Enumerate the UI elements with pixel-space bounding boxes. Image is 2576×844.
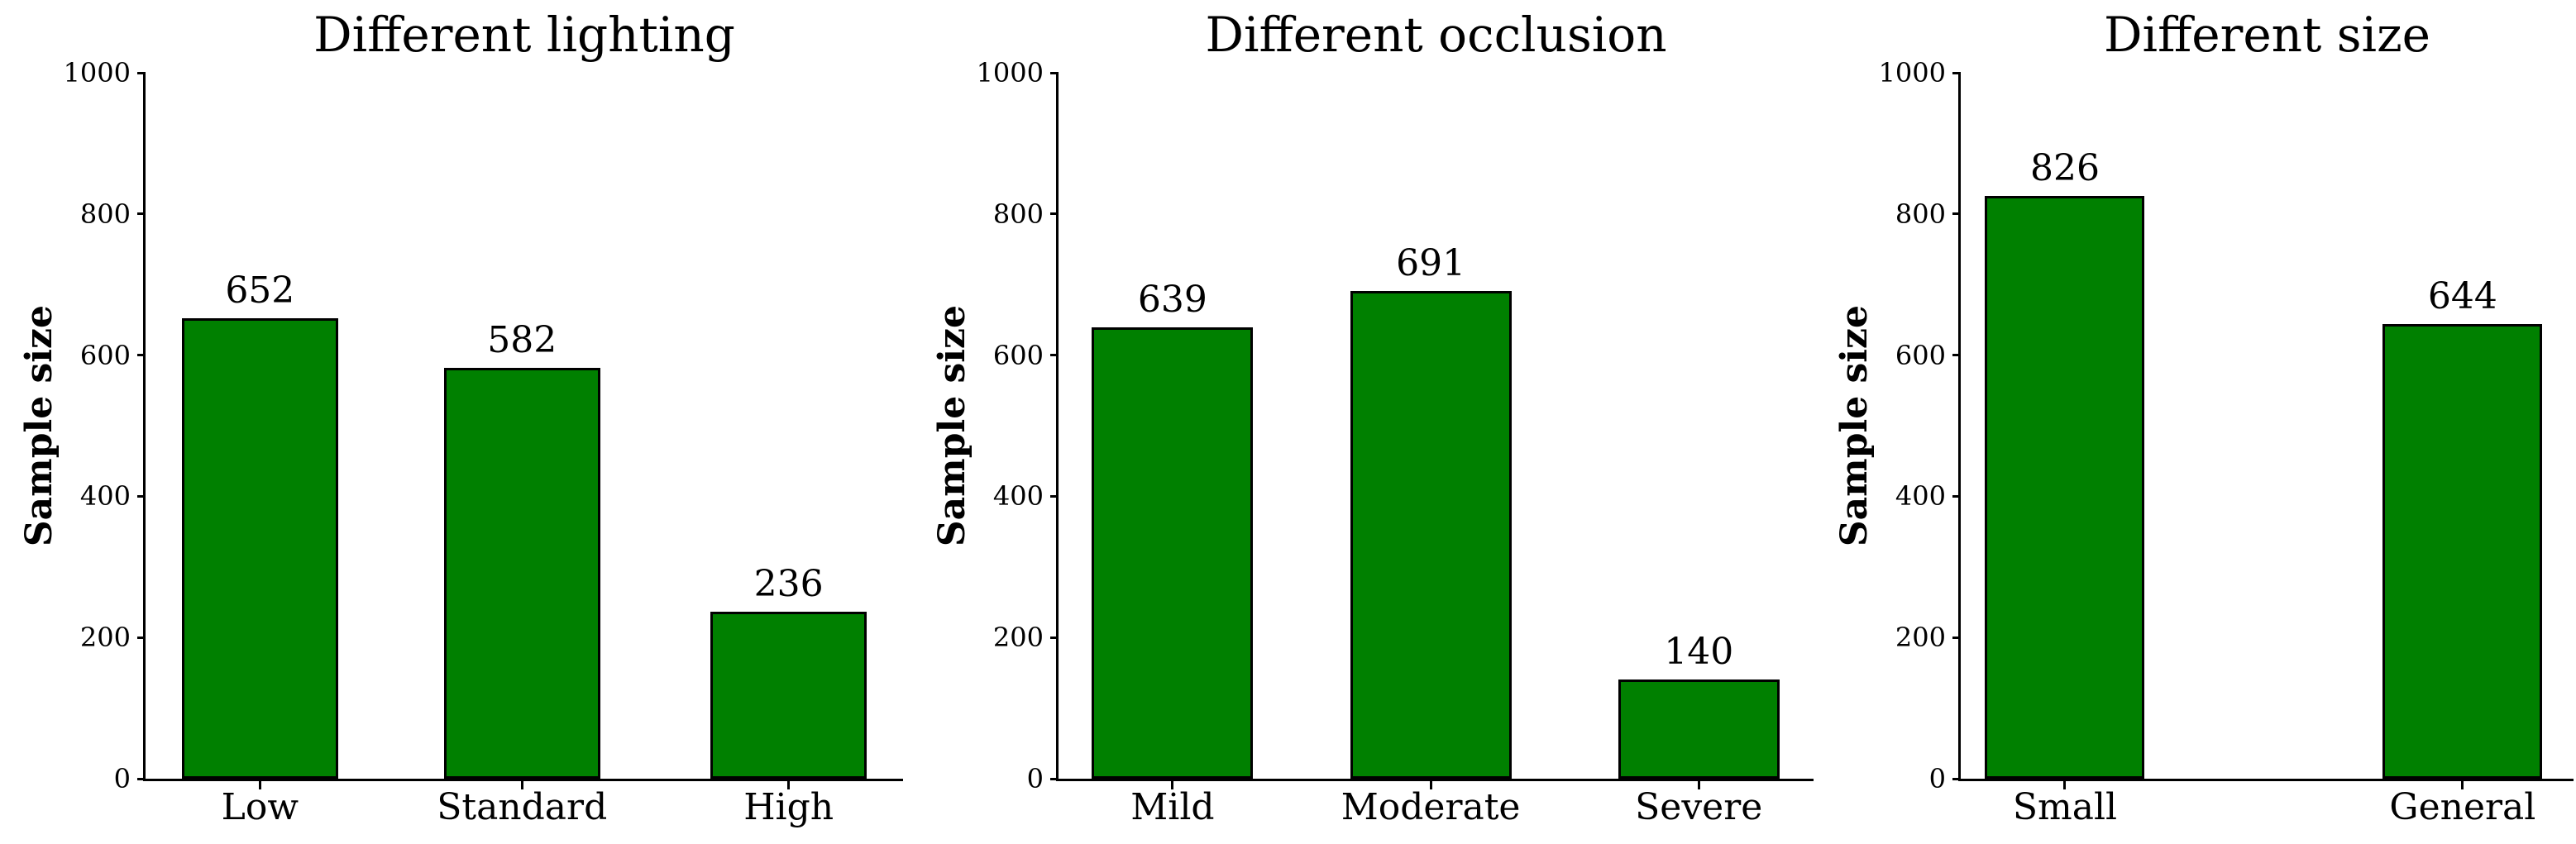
y-tick-label: 1000 xyxy=(1878,57,1946,88)
bar-small xyxy=(1985,195,2145,779)
y-tick-label: 400 xyxy=(1895,480,1946,513)
x-tick-label: High xyxy=(743,786,834,828)
y-tick-mark xyxy=(1952,777,1961,780)
y-tick-mark xyxy=(137,212,146,216)
y-tick-label: 0 xyxy=(1928,763,1946,794)
x-tick-label: General xyxy=(2389,786,2536,828)
y-tick-mark xyxy=(137,636,146,639)
y-tick-label: 400 xyxy=(992,480,1044,513)
y-axis-label-wrap: Sample size xyxy=(18,73,60,779)
bar-general xyxy=(2382,324,2543,779)
y-tick-mark xyxy=(1952,636,1961,639)
y-tick-label: 1000 xyxy=(976,57,1044,88)
bar-value-label: 582 xyxy=(487,318,557,361)
y-tick-label: 800 xyxy=(992,198,1044,230)
x-tick-mark xyxy=(1697,781,1700,789)
bar-standard xyxy=(443,367,600,779)
chart-title: Different occlusion xyxy=(1205,7,1667,63)
bar-value-label: 644 xyxy=(2427,275,2497,318)
chart-title: Different lighting xyxy=(313,7,735,63)
y-tick-mark xyxy=(1952,494,1961,498)
y-tick-mark xyxy=(1952,212,1961,216)
bar-value-label: 639 xyxy=(1137,279,1207,322)
y-tick-mark xyxy=(1952,71,1961,74)
chart-title: Different size xyxy=(2104,7,2430,63)
y-tick-label: 600 xyxy=(992,339,1044,371)
x-tick-label: Small xyxy=(2012,786,2118,828)
y-tick-label: 200 xyxy=(992,622,1044,654)
x-tick-mark xyxy=(258,781,261,789)
y-tick-label: 800 xyxy=(1895,198,1946,230)
bar-value-label: 236 xyxy=(753,563,824,606)
y-tick-label: 800 xyxy=(79,198,131,230)
subplot-occlusion: Different occlusion Sample size 0 200 400 6… xyxy=(931,7,1814,828)
x-tick-label: Severe xyxy=(1635,786,1763,828)
x-tick-label: Mild xyxy=(1130,786,1215,828)
bar-value-label: 140 xyxy=(1664,631,1734,674)
y-tick-mark xyxy=(1050,354,1059,357)
y-tick-mark xyxy=(137,71,146,74)
subplot-lighting: Different lighting Sample size 0 200 400 60… xyxy=(18,7,903,828)
y-tick-label: 0 xyxy=(113,763,131,794)
bar-high xyxy=(710,612,867,779)
x-tick-mark xyxy=(787,781,791,789)
bar-mild xyxy=(1092,327,1254,779)
y-tick-mark xyxy=(137,494,146,498)
bar-value-label: 691 xyxy=(1396,241,1466,284)
bar-value-label: 652 xyxy=(225,269,295,312)
x-tick-mark xyxy=(1171,781,1174,789)
y-tick-label: 400 xyxy=(79,480,131,513)
bar-low xyxy=(181,318,338,779)
x-tick-mark xyxy=(2063,781,2067,789)
y-tick-mark xyxy=(137,777,146,780)
x-tick-label: Low xyxy=(221,786,299,828)
y-tick-label: 600 xyxy=(79,339,131,371)
y-tick-mark xyxy=(137,354,146,357)
bar-value-label: 826 xyxy=(2029,146,2100,189)
bar-moderate xyxy=(1350,290,1512,779)
y-tick-label: 600 xyxy=(1895,339,1946,371)
y-axis-label-wrap: Sample size xyxy=(931,73,973,779)
x-tick-label: Standard xyxy=(437,786,608,828)
y-axis-label-wrap: Sample size xyxy=(1833,73,1876,779)
y-tick-label: 200 xyxy=(79,622,131,654)
y-tick-label: 1000 xyxy=(63,57,131,88)
bar-severe xyxy=(1618,679,1780,779)
subplot-size: Different size Sample size 0 200 400 600 800… xyxy=(1833,7,2574,828)
x-tick-mark xyxy=(2461,781,2464,789)
y-tick-label: 200 xyxy=(1895,622,1946,654)
y-tick-label: 0 xyxy=(1026,763,1044,794)
x-tick-mark xyxy=(520,781,523,789)
y-tick-mark xyxy=(1952,354,1961,357)
y-tick-mark xyxy=(1050,636,1059,639)
y-tick-mark xyxy=(1050,71,1059,74)
x-tick-label: Moderate xyxy=(1341,786,1521,828)
y-tick-mark xyxy=(1050,494,1059,498)
y-tick-mark xyxy=(1050,777,1059,780)
x-tick-mark xyxy=(1429,781,1432,789)
y-tick-mark xyxy=(1050,212,1059,216)
